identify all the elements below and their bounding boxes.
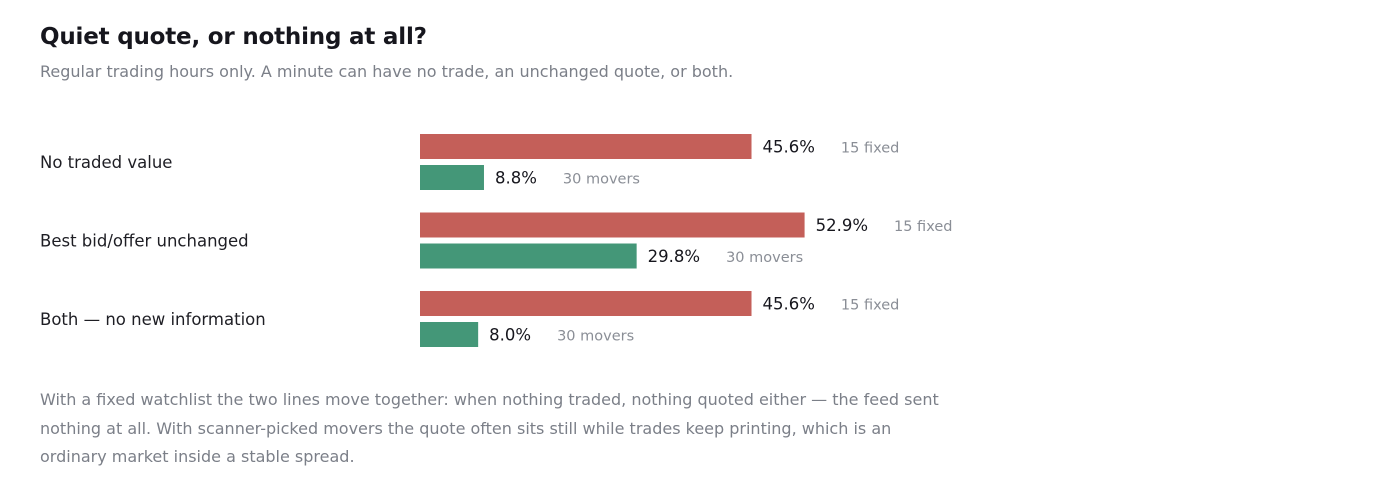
value-label: 8.0% (489, 326, 531, 345)
series-label: 15 fixed (841, 298, 899, 314)
chart-title: Quiet quote, or nothing at all? (40, 24, 427, 50)
category-label: Both — no new information (40, 310, 266, 329)
chart-caption: With a fixed watchlist the two lines mov… (40, 390, 939, 466)
bar-movers (420, 322, 479, 347)
bar-fixed (420, 291, 752, 316)
bar-fixed (420, 134, 752, 159)
bar-movers (420, 165, 484, 190)
series-label: 30 movers (726, 250, 803, 266)
value-label: 29.8% (648, 247, 700, 266)
series-label: 30 movers (557, 329, 634, 345)
value-label: 8.8% (495, 169, 537, 188)
category-label: No traded value (40, 153, 172, 172)
series-label: 30 movers (563, 172, 640, 188)
chart-subtitle: Regular trading hours only. A minute can… (40, 62, 734, 81)
value-label: 45.6% (763, 295, 815, 314)
value-label: 52.9% (816, 216, 868, 235)
value-label: 45.6% (763, 138, 815, 157)
series-label: 15 fixed (894, 219, 952, 235)
bar-fixed (420, 212, 805, 238)
bar-movers (420, 243, 637, 269)
category-label: Best bid/offer unchanged (40, 232, 249, 251)
series-label: 15 fixed (841, 141, 899, 157)
